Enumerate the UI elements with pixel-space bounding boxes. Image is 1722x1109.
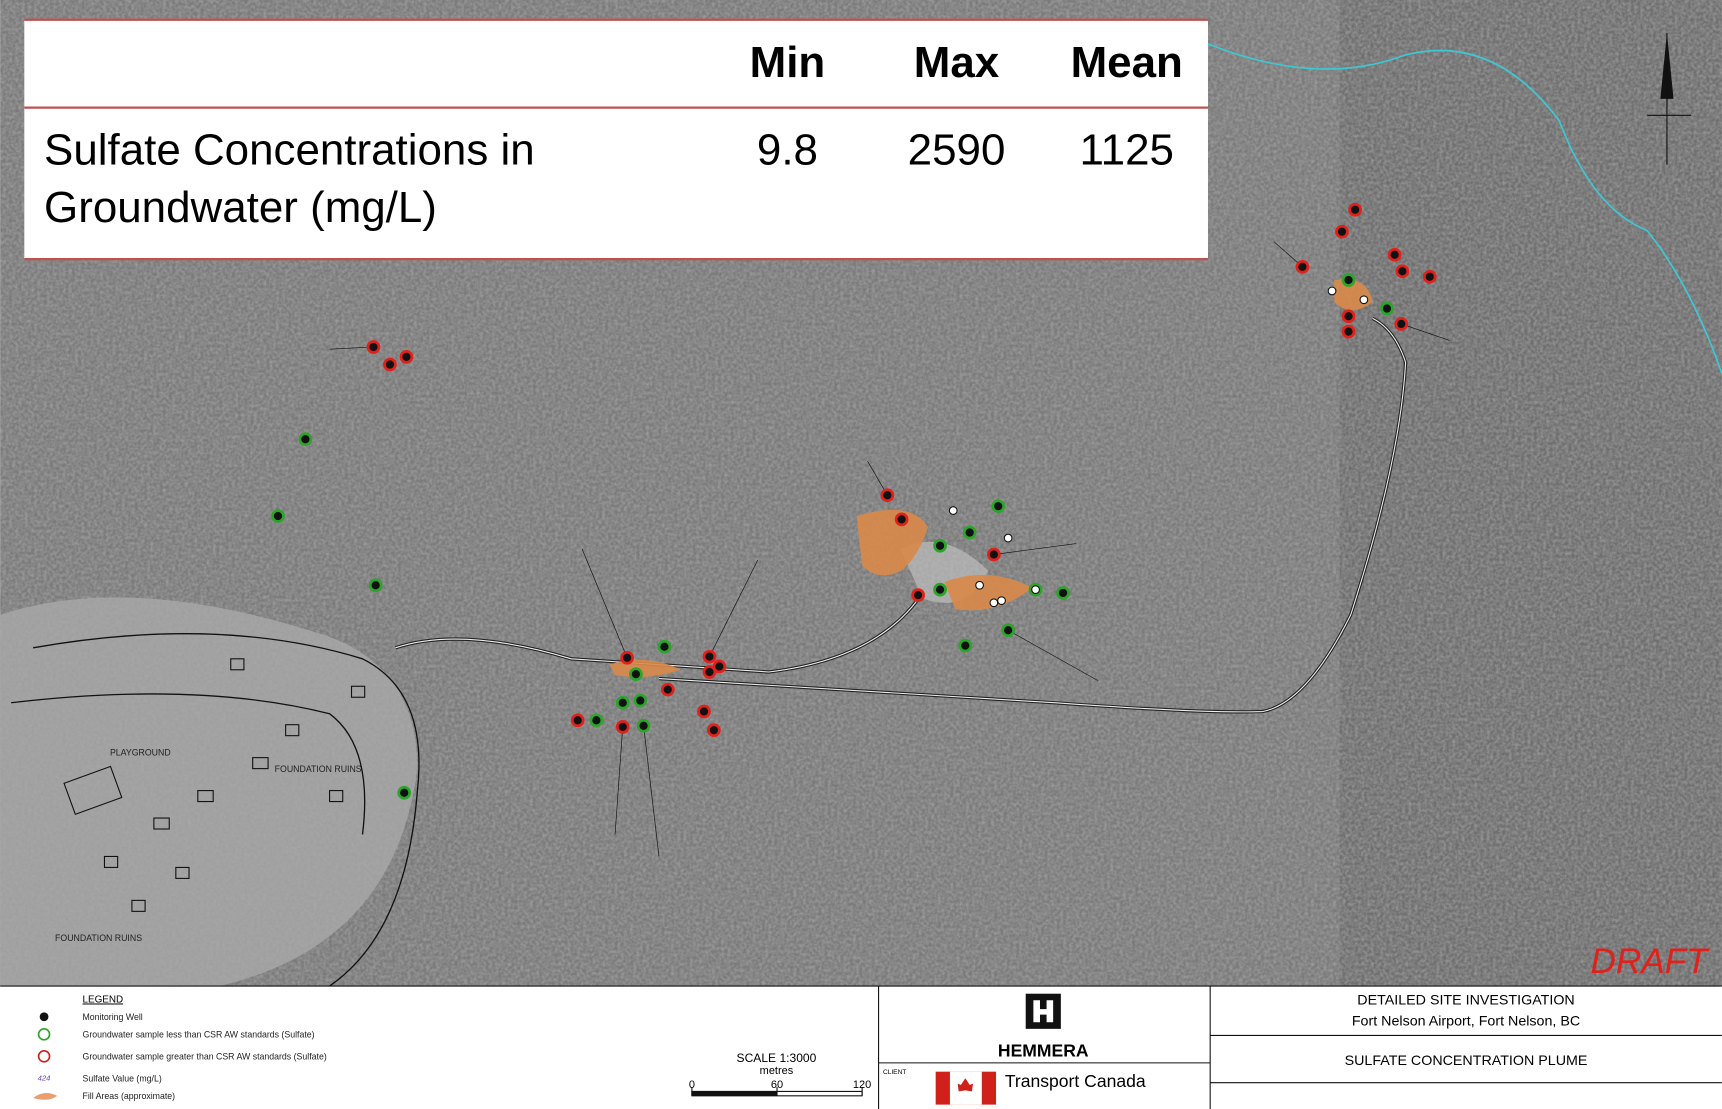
well-below [1381, 303, 1392, 314]
well-exceeds [572, 715, 583, 726]
well-exceeds [896, 514, 907, 525]
well-exceeds [1389, 249, 1400, 260]
draft-stamp: DRAFT [1590, 942, 1710, 981]
scale-tick-label: 0 [689, 1079, 695, 1091]
well-exceeds [882, 490, 893, 501]
legend-sample-value: 424 [38, 1073, 51, 1082]
well-exceeds [1336, 226, 1347, 237]
well-below [964, 527, 975, 538]
well-exceeds [988, 549, 999, 560]
cell-value: 9.8 [757, 126, 818, 175]
well-exceeds [913, 590, 924, 601]
well-exceeds [662, 684, 673, 695]
well-exceeds [708, 725, 719, 736]
legend-item: Groundwater sample greater than CSR AW s… [83, 1052, 327, 1062]
monitoring-well [990, 599, 998, 607]
well-below [638, 720, 649, 731]
project-title: DETAILED SITE INVESTIGATION [1357, 993, 1574, 1009]
well-exceeds [1343, 326, 1354, 337]
well-exceeds [704, 666, 715, 677]
well-exceeds [1396, 318, 1407, 329]
well-exceeds [368, 341, 379, 352]
well-exceeds [1297, 261, 1308, 272]
well-below [399, 787, 410, 798]
well-below [1343, 275, 1354, 286]
scale-tick-label: 60 [771, 1079, 783, 1091]
well-below [617, 697, 628, 708]
legend-item: Sulfate Value (mg/L) [83, 1074, 162, 1084]
well-below [370, 580, 381, 591]
project-location: Fort Nelson Airport, Fort Nelson, BC [1352, 1014, 1580, 1030]
well-below [935, 584, 946, 595]
monitoring-well [1328, 287, 1336, 295]
well-below [591, 715, 602, 726]
page: {"table": {"columns": ["Min", "Max", "Me… [0, 0, 1722, 1109]
well-exceeds [704, 651, 715, 662]
client-label: CLIENT [883, 1069, 906, 1076]
company-name: HEMMERA [998, 1040, 1089, 1060]
monitoring-well [976, 581, 984, 589]
scale-title: SCALE 1:3000 [737, 1051, 817, 1065]
monitoring-well [1004, 534, 1012, 542]
cell-value: 2590 [908, 126, 1006, 175]
map-label: FOUNDATION RUINS [275, 764, 362, 774]
column-header: Mean [1071, 38, 1183, 87]
scale-tick-label: 120 [853, 1079, 871, 1091]
cell-value: 1125 [1080, 126, 1174, 175]
well-exceeds [1350, 204, 1361, 215]
monitoring-well [949, 507, 957, 515]
monitoring-well [998, 597, 1006, 605]
legend-item: Groundwater sample less than CSR AW stan… [83, 1030, 315, 1040]
well-exceeds [1424, 271, 1435, 282]
column-header: Min [750, 38, 826, 87]
scale-unit: metres [760, 1065, 794, 1077]
well-below [1058, 587, 1069, 598]
row-label: Sulfate Concentrations in [44, 126, 535, 175]
legend-title: LEGEND [83, 994, 124, 1005]
column-header: Max [914, 38, 1000, 87]
legend-symbol [40, 1012, 49, 1021]
well-below [993, 501, 1004, 512]
stats-table: Min Max Mean Sulfate Concentrations in G… [24, 20, 1208, 259]
monitoring-well [1032, 586, 1040, 594]
client-name: Transport Canada [1005, 1071, 1146, 1091]
well-exceeds [617, 721, 628, 732]
row-label: Groundwater (mg/L) [44, 183, 437, 232]
map-label: PLAYGROUND [110, 747, 171, 757]
well-below [1003, 625, 1014, 636]
legend-item: Fill Areas (approximate) [83, 1091, 176, 1101]
well-below [635, 695, 646, 706]
monitoring-well [1360, 296, 1368, 304]
well-below [935, 540, 946, 551]
well-below [659, 641, 670, 652]
well-exceeds [384, 359, 395, 370]
well-exceeds [1397, 266, 1408, 277]
legend-item: Monitoring Well [83, 1012, 143, 1022]
well-below [272, 511, 283, 522]
scale-bar-fill [692, 1091, 777, 1095]
map-label: FOUNDATION RUINS [55, 933, 142, 943]
well-exceeds [1343, 311, 1354, 322]
well-below [630, 669, 641, 680]
drawing-title: SULFATE CONCENTRATION PLUME [1345, 1053, 1588, 1069]
well-below [300, 434, 311, 445]
well-exceeds [401, 351, 412, 362]
well-below [960, 640, 971, 651]
map-sheet: DRAFT PLAYGROUND FOUNDATION RUINS FOUNDA… [0, 0, 1722, 1109]
well-exceeds [622, 652, 633, 663]
well-exceeds [698, 706, 709, 717]
